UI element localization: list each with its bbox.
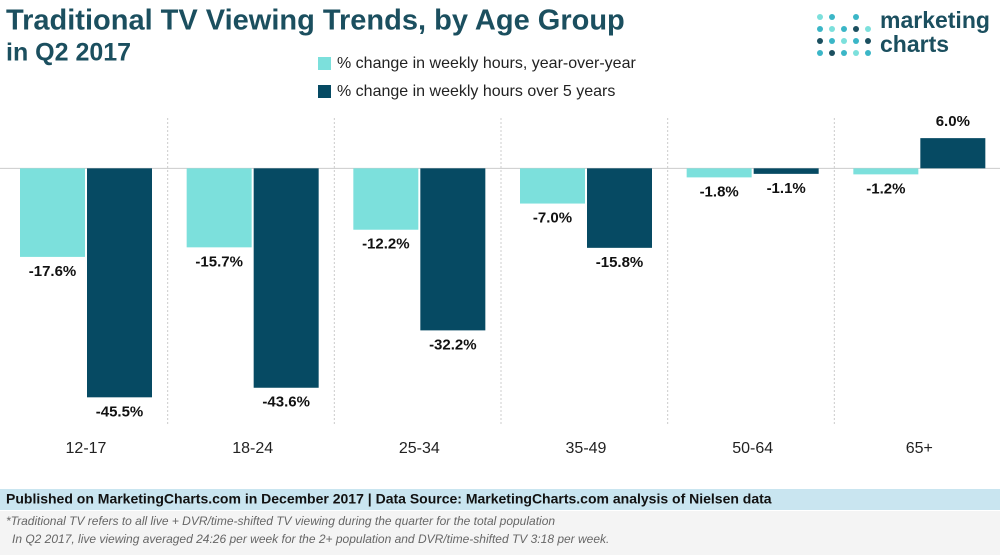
x-tick-label: 65+ (906, 440, 933, 457)
bar (186, 168, 252, 248)
legend-swatch (318, 85, 331, 98)
x-tick-label: 25-34 (399, 440, 440, 457)
x-tick-label: 35-49 (566, 440, 607, 457)
legend-swatch (318, 57, 331, 70)
value-label: -17.6% (29, 263, 77, 280)
logo-text: charts (880, 31, 949, 57)
bar (253, 168, 319, 388)
bar (20, 168, 85, 257)
value-label: -7.0% (533, 210, 572, 227)
x-tick-label: 12-17 (66, 440, 107, 457)
value-label: -15.8% (596, 254, 644, 271)
legend-label: % change in weekly hours over 5 years (337, 83, 615, 100)
bar (587, 168, 652, 248)
note: *Traditional TV refers to all live + DVR… (6, 514, 555, 528)
value-label: -43.6% (262, 394, 310, 411)
bar (420, 168, 486, 331)
source: Published on MarketingCharts.com in Dece… (6, 491, 772, 507)
value-label: -32.2% (429, 336, 477, 353)
bar (520, 168, 585, 204)
value-label: -1.1% (767, 180, 806, 197)
x-tick-label: 50-64 (732, 440, 773, 457)
chart-title: Traditional TV Viewing Trends, by Age Gr… (6, 5, 625, 37)
value-label: -1.8% (700, 183, 739, 200)
logo-text: marketing (880, 7, 990, 33)
note: In Q2 2017, live viewing averaged 24:26 … (12, 532, 609, 546)
source-bar (0, 489, 1000, 510)
legend-label: % change in weekly hours, year-over-year (337, 55, 636, 72)
value-label: -1.2% (866, 180, 905, 197)
bar (920, 138, 986, 169)
value-label: -12.2% (362, 236, 410, 253)
logo-dots (817, 14, 871, 56)
bar (853, 168, 919, 175)
value-label: -45.5% (96, 403, 144, 420)
bar (686, 168, 752, 178)
value-label: 6.0% (936, 113, 970, 130)
bar (87, 168, 152, 398)
x-tick-label: 18-24 (232, 440, 273, 457)
notes-bg (0, 511, 1000, 555)
value-label: -15.7% (195, 253, 243, 270)
bar (753, 168, 819, 174)
chart-subtitle: in Q2 2017 (6, 39, 131, 67)
bar (353, 168, 419, 230)
